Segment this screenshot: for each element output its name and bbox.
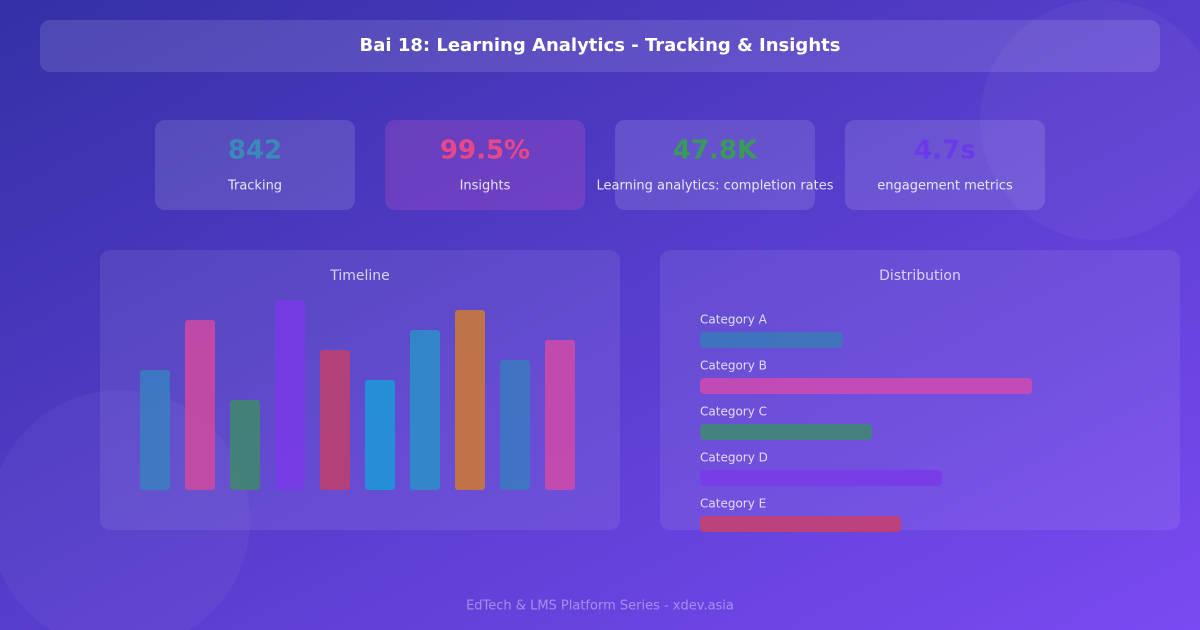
category-label: Category C bbox=[700, 405, 767, 419]
bar bbox=[275, 300, 305, 490]
bar bbox=[410, 330, 440, 490]
stat-value: 99.5% bbox=[440, 136, 530, 166]
stat-card bbox=[385, 120, 585, 210]
bar bbox=[320, 350, 350, 490]
chart-title: Timeline bbox=[329, 268, 390, 284]
bar bbox=[365, 380, 395, 490]
stat-card bbox=[615, 120, 815, 210]
bar bbox=[700, 378, 1032, 394]
stat-label: Tracking bbox=[227, 179, 282, 194]
bar bbox=[140, 370, 170, 490]
page-title: Bai 18: Learning Analytics - Tracking & … bbox=[360, 35, 841, 56]
stat-label: Insights bbox=[460, 179, 511, 194]
bar bbox=[700, 332, 843, 348]
stat-card bbox=[155, 120, 355, 210]
stat-value: 47.8K bbox=[673, 136, 758, 166]
stat-value: 4.7s bbox=[914, 136, 976, 166]
stat-card bbox=[845, 120, 1045, 210]
category-label: Category A bbox=[700, 313, 768, 327]
category-label: Category D bbox=[700, 451, 768, 465]
bar bbox=[700, 424, 872, 440]
bar bbox=[545, 340, 575, 490]
stat-value: 842 bbox=[228, 136, 282, 166]
stat-label: engagement metrics bbox=[877, 179, 1013, 194]
bar bbox=[500, 360, 530, 490]
category-label: Category B bbox=[700, 359, 767, 373]
chart-title: Distribution bbox=[879, 268, 961, 284]
bar bbox=[700, 516, 901, 532]
stat-label: Learning analytics: completion rates bbox=[596, 179, 833, 194]
header-box bbox=[40, 20, 1160, 72]
category-label: Category E bbox=[700, 497, 766, 511]
stats: 842 Tracking 99.5% Insights 47.8K Learning an… bbox=[155, 120, 1045, 210]
bar bbox=[700, 470, 942, 486]
bar bbox=[185, 320, 215, 490]
panel bbox=[100, 250, 620, 530]
decoration bbox=[980, 0, 1200, 240]
bar bbox=[230, 400, 260, 490]
bar bbox=[455, 310, 485, 490]
footer: EdTech & LMS Platform Series - xdev.asia bbox=[466, 599, 734, 614]
